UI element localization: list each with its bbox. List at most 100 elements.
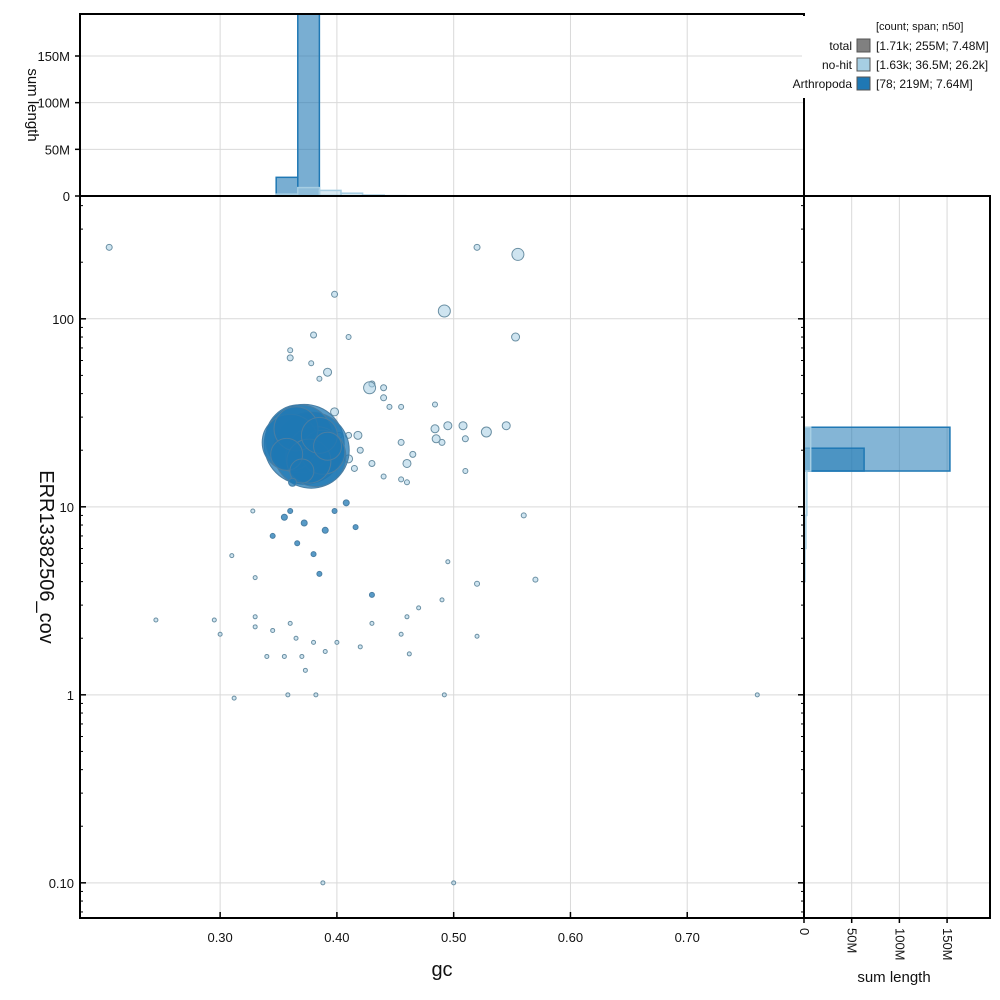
top-histogram-frame (79, 13, 805, 197)
x-tick-label: 0.30 (207, 930, 232, 945)
scatter-point-no-hit (511, 247, 525, 261)
scatter-point-arthropoda (269, 532, 276, 539)
scatter-point-no-hit (501, 421, 511, 431)
top-histogram-grid (80, 14, 804, 196)
scatter-point-no-hit (380, 384, 388, 392)
top-histogram-bar-no-hit (297, 186, 321, 197)
scatter-point-no-hit (286, 354, 294, 362)
scatter-point-no-hit (356, 446, 364, 454)
scatter-point-no-hit (323, 367, 333, 377)
scatter-point-no-hit (520, 512, 527, 519)
axis-ticks: 0.30 0.40 0.50 0.60 0.70 0.10 1 10 100 0 50M 100M 15… (37, 49, 955, 961)
scatter-point-no-hit (437, 304, 451, 318)
scatter-point-no-hit (439, 597, 445, 603)
right-histogram-bar-no-hit (803, 426, 812, 472)
scatter-point-no-hit (287, 347, 294, 354)
main-grid (80, 196, 804, 918)
scatter-point-no-hit (231, 695, 237, 701)
scatter-point-no-hit (474, 633, 480, 639)
scatter-point-no-hit (313, 692, 319, 698)
legend-background (802, 16, 994, 98)
scatter-point-no-hit (406, 651, 412, 657)
scatter-point-arthropoda (289, 458, 315, 484)
scatter-point-arthropoda (342, 499, 350, 507)
scatter-point-no-hit (369, 620, 375, 626)
top-histogram-y-title: sum length (24, 68, 41, 141)
scatter-point-no-hit (402, 458, 412, 468)
scatter-point-no-hit (430, 424, 440, 434)
top-histogram (275, 13, 429, 197)
right-histogram-grid (804, 196, 990, 918)
scatter-point-no-hit (331, 290, 339, 298)
main-plot-frame (79, 195, 805, 919)
right-x-tick-label: 0 (797, 928, 812, 935)
scatter-point-no-hit (380, 473, 387, 480)
scatter-point-arthropoda (287, 508, 294, 515)
right-histogram-frame (803, 195, 991, 919)
scatter-point-no-hit (330, 407, 340, 417)
legend-header: [count; span; n50] (876, 21, 963, 33)
scatter-point-no-hit (403, 479, 410, 486)
scatter-point-no-hit (445, 559, 451, 565)
scatter-point-arthropoda (352, 524, 359, 531)
scatter-point-no-hit (386, 403, 393, 410)
scatter-point-no-hit (217, 631, 223, 637)
scatter-point-no-hit (363, 381, 377, 395)
scatter-point-no-hit (320, 880, 326, 886)
scatter-point-arthropoda (310, 551, 317, 558)
scatter-point-no-hit (368, 459, 376, 467)
scatter-point-no-hit (357, 644, 363, 650)
right-histogram (803, 426, 951, 583)
right-histogram-x-title: sum length (857, 969, 930, 986)
scatter-point-no-hit (287, 620, 293, 626)
scatter-point-no-hit (480, 426, 492, 438)
scatter-point-no-hit (153, 617, 159, 623)
scatter-point-arthropoda (321, 526, 329, 534)
scatter-point-no-hit (398, 403, 405, 410)
x-tick-label: 0.40 (324, 930, 349, 945)
x-tick-label: 0.60 (558, 930, 583, 945)
scatter-point-no-hit (416, 605, 422, 611)
scatter-point-no-hit (511, 332, 521, 342)
x-tick-label: 0.50 (441, 930, 466, 945)
scatter-point-no-hit (252, 575, 258, 581)
scatter-point-arthropoda (280, 513, 288, 521)
scatter-point-no-hit (310, 331, 318, 339)
top-y-tick-label: 150M (37, 49, 70, 64)
scatter-point-no-hit (462, 468, 469, 475)
right-histogram-bar-arthropoda (803, 447, 865, 472)
scatter-point-no-hit (474, 580, 481, 587)
legend-swatch-total (856, 38, 871, 53)
y-axis-title: ERR13382506_cov (35, 470, 57, 643)
scatter-point-arthropoda (331, 508, 338, 515)
scatter-point-no-hit (431, 401, 438, 408)
scatter-point-no-hit (211, 617, 217, 623)
scatter-point-no-hit (281, 653, 287, 659)
y-tick-label: 10 (60, 500, 74, 515)
scatter-point-no-hit (285, 692, 291, 698)
scatter-point-no-hit (438, 438, 446, 446)
top-histogram-bar-arthropoda (297, 13, 321, 197)
y-tick-label: 0.10 (49, 876, 74, 891)
scatter-point-no-hit (229, 553, 235, 559)
scatter-point-no-hit (311, 639, 317, 645)
scatter-point-no-hit (264, 653, 270, 659)
top-y-tick-label: 0 (63, 189, 70, 204)
scatter-point-no-hit (532, 576, 539, 583)
legend-swatch-no-hit (856, 57, 871, 72)
scatter-point-no-hit (302, 667, 308, 673)
scatter-point-no-hit (458, 421, 468, 431)
scatter-point-arthropoda (300, 519, 308, 527)
scatter-point-no-hit (398, 476, 405, 483)
y-tick-label: 1 (67, 688, 74, 703)
scatter-point-no-hit (451, 880, 457, 886)
scatter-point-no-hit (461, 435, 469, 443)
scatter-point-arthropoda (313, 431, 343, 461)
scatter-point-arthropoda (368, 591, 375, 598)
scatter-point-no-hit (350, 464, 358, 472)
scatter-point-arthropoda (288, 477, 298, 487)
scatter-point-no-hit (293, 635, 299, 641)
scatter-point-no-hit (353, 430, 363, 440)
scatter-point-no-hit (316, 375, 323, 382)
